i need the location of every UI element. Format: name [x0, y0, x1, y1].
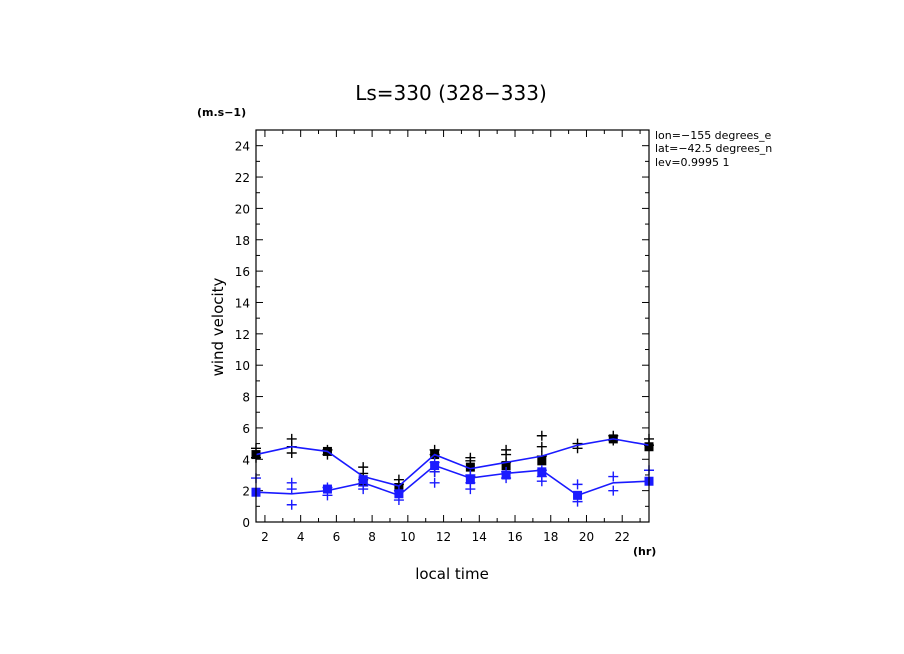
series-2-marker: [322, 484, 332, 494]
y-tick-label: 16: [235, 265, 250, 279]
series-2-spread-cross: [286, 499, 297, 510]
series-2-spread-cross: [429, 477, 440, 488]
series-2-spread-cross: [608, 485, 619, 496]
y-tick-label: 2: [242, 485, 250, 499]
series-2-line: [255, 464, 650, 497]
series-1-spread-cross: [572, 438, 583, 449]
chart-title: Ls=330 (328−333): [355, 81, 547, 105]
series-1-marker: [537, 456, 547, 466]
x-tick-label: 2: [261, 530, 269, 544]
x-tick-label: 20: [579, 530, 594, 544]
y-tick-label: 20: [235, 202, 250, 216]
x-unit-label: (hr): [633, 545, 656, 558]
x-tick-label: 6: [333, 530, 341, 544]
y-axis-title: wind velocity: [209, 277, 227, 376]
series-2-marker: [537, 467, 547, 477]
annotation-clip-mask: [780, 125, 904, 175]
series-2-marker: [394, 489, 404, 499]
y-unit-label: (m.s−1): [197, 106, 246, 119]
x-tick-label: 16: [507, 530, 522, 544]
series-1-spread-cross: [465, 452, 476, 463]
series-2-spread-cross: [608, 471, 619, 482]
series-1-spread-cross: [536, 430, 547, 441]
series-2-spread-cross: [286, 477, 297, 488]
y-tick-label: 22: [235, 171, 250, 185]
series-1-spread-cross: [286, 433, 297, 444]
series-1-spread-cross: [536, 441, 547, 452]
x-axis-title: local time: [415, 565, 489, 583]
y-tick-label: 10: [235, 359, 250, 373]
plot-frame: [255, 129, 650, 523]
series-1-spread-cross: [501, 444, 512, 455]
annotation-lon: lon=−155 degrees_e: [655, 129, 771, 142]
series-1-marker: [465, 462, 475, 472]
series-2-marker: [465, 475, 475, 485]
y-tick-label: 12: [235, 328, 250, 342]
annotation-lat: lat=−42.5 degrees_n: [655, 142, 772, 155]
series-1-marker: [501, 461, 511, 471]
y-tick-label: 0: [242, 516, 250, 530]
y-tick-label: 18: [235, 234, 250, 248]
x-tick-label: 22: [615, 530, 630, 544]
y-tick-label: 14: [235, 296, 250, 310]
series-1-spread-cross: [358, 462, 369, 473]
y-tick-label: 8: [242, 391, 250, 405]
x-tick-label: 10: [400, 530, 415, 544]
annotation-lev: lev=0.9995 1: [655, 156, 730, 169]
y-tick-label: 4: [242, 453, 250, 467]
series-1-line: [255, 438, 650, 487]
x-tick-label: 8: [368, 530, 376, 544]
series-2: [251, 457, 654, 510]
x-tick-label: 18: [543, 530, 558, 544]
series-2-spread-cross: [572, 479, 583, 490]
y-tick-label: 24: [235, 140, 250, 154]
series-2-marker: [501, 470, 511, 480]
y-tick-label: 6: [242, 422, 250, 436]
series-2-marker: [358, 475, 368, 485]
series-1-spread-cross: [393, 474, 404, 485]
x-tick-label: 14: [472, 530, 487, 544]
x-tick-label: 12: [436, 530, 451, 544]
x-tick-label: 4: [297, 530, 305, 544]
